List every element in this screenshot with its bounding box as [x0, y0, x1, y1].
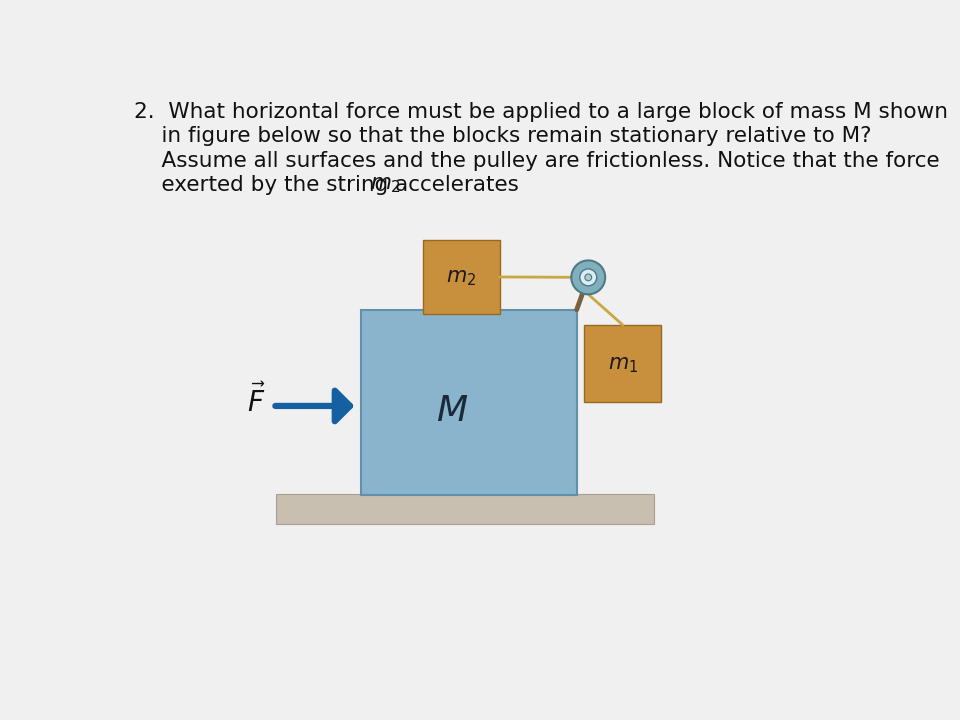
Text: $m_2$: $m_2$: [446, 269, 476, 288]
Circle shape: [580, 269, 597, 286]
Bar: [276, 495, 654, 523]
Text: $\vec{F}$: $\vec{F}$: [247, 384, 265, 418]
Text: $m_2$.: $m_2$.: [370, 175, 407, 195]
Bar: [585, 325, 661, 402]
Text: $m_1$: $m_1$: [608, 356, 638, 375]
Circle shape: [571, 261, 605, 294]
Text: Assume all surfaces and the pulley are frictionless. Notice that the force: Assume all surfaces and the pulley are f…: [134, 150, 940, 171]
Text: 2.  What horizontal force must be applied to a large block of mass M shown: 2. What horizontal force must be applied…: [134, 102, 948, 122]
Text: $M$: $M$: [436, 395, 468, 428]
Bar: [422, 240, 500, 313]
Text: exerted by the string accelerates: exerted by the string accelerates: [134, 175, 526, 195]
Text: in figure below so that the blocks remain stationary relative to M?: in figure below so that the blocks remai…: [134, 126, 872, 146]
Bar: [361, 310, 577, 495]
Circle shape: [585, 274, 591, 281]
